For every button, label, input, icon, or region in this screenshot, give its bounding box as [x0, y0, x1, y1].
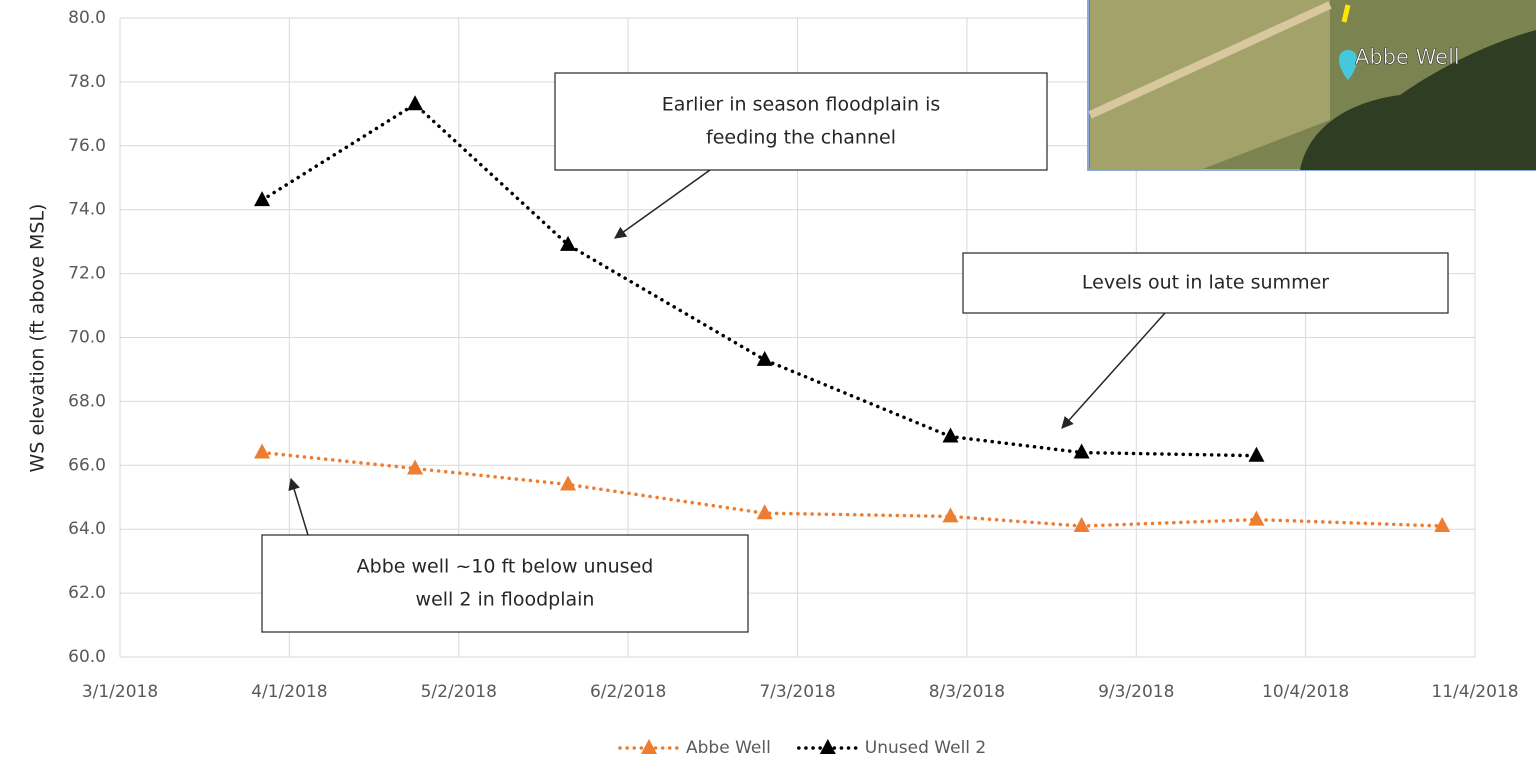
- annotation-arrow: [1062, 313, 1165, 428]
- annotation-text: well 2 in floodplain: [416, 589, 595, 611]
- annotation-text: feeding the channel: [706, 127, 896, 149]
- point-marker: [1248, 511, 1264, 526]
- x-tick-label: 5/2/2018: [421, 682, 497, 702]
- annotation-box: [262, 535, 748, 632]
- y-tick-label: 66.0: [68, 455, 106, 475]
- y-tick-label: 68.0: [68, 391, 106, 411]
- y-axis-label: WS elevation (ft above MSL): [27, 204, 49, 473]
- x-tick-label: 10/4/2018: [1262, 682, 1349, 702]
- x-tick-label: 9/3/2018: [1098, 682, 1174, 702]
- point-marker: [254, 191, 270, 206]
- x-tick-label: 8/3/2018: [929, 682, 1005, 702]
- y-tick-label: 76.0: [68, 136, 106, 156]
- x-tick-label: 3/1/2018: [82, 682, 158, 702]
- annotation-text: Earlier in season floodplain is: [662, 94, 941, 116]
- annotation-arrow: [615, 170, 710, 238]
- x-tick-label: 7/3/2018: [759, 682, 835, 702]
- point-marker: [407, 95, 423, 110]
- point-marker: [942, 507, 958, 522]
- legend-label: Abbe Well: [686, 738, 771, 758]
- annotation-arrow: [291, 479, 308, 535]
- y-tick-label: 78.0: [68, 72, 106, 92]
- inset-map: Abbe Well: [1088, 0, 1536, 170]
- y-tick-label: 70.0: [68, 328, 106, 348]
- y-tick-label: 62.0: [68, 583, 106, 603]
- y-tick-label: 80.0: [68, 8, 106, 28]
- point-marker: [1248, 447, 1264, 462]
- inset-label: Abbe Well: [1355, 45, 1460, 69]
- y-tick-label: 60.0: [68, 647, 106, 667]
- x-tick-label: 4/1/2018: [251, 682, 327, 702]
- annotation-text: Levels out in late summer: [1082, 272, 1329, 294]
- point-marker: [942, 428, 958, 443]
- y-tick-label: 64.0: [68, 519, 106, 539]
- series-line: [262, 453, 1442, 526]
- y-tick-label: 72.0: [68, 264, 106, 284]
- x-tick-label: 11/4/2018: [1431, 682, 1518, 702]
- point-marker: [254, 444, 270, 459]
- y-tick-label: 74.0: [68, 200, 106, 220]
- annotation-text: Abbe well ~10 ft below unused: [357, 556, 654, 578]
- point-marker: [560, 475, 576, 490]
- point-marker: [560, 236, 576, 251]
- annotation-box: [555, 73, 1047, 170]
- x-tick-label: 6/2/2018: [590, 682, 666, 702]
- chart: WS elevation (ft above MSL) 60.0 62.0 64.0…: [0, 0, 1536, 761]
- point-marker: [1074, 517, 1090, 532]
- legend-label: Unused Well 2: [865, 738, 986, 758]
